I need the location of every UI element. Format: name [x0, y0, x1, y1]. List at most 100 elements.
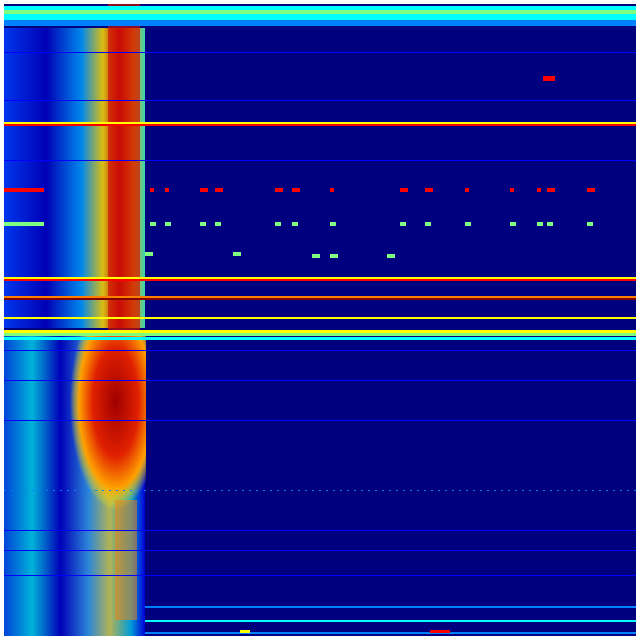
dot [459, 490, 461, 491]
dot [543, 490, 545, 491]
dot [508, 490, 510, 491]
green-dash [537, 222, 543, 226]
dot [221, 490, 223, 491]
faint-line [4, 575, 636, 576]
green-dash [330, 222, 336, 226]
dot [585, 490, 587, 491]
horizontal-stripe [4, 279, 636, 281]
dot [116, 490, 118, 491]
green-dash [215, 222, 221, 226]
dot [193, 490, 195, 491]
dot [25, 490, 27, 491]
dot [494, 490, 496, 491]
dot [158, 490, 160, 491]
dot [11, 490, 13, 491]
bottom-stripe [145, 620, 636, 622]
green-dash [145, 252, 153, 256]
green-dash [330, 254, 338, 258]
green-dash [587, 222, 593, 226]
dot [235, 490, 237, 491]
red-marker [543, 76, 555, 81]
bottom-stripe [145, 606, 636, 608]
red-dash [200, 188, 208, 192]
dot [473, 490, 475, 491]
dot [326, 490, 328, 491]
red-dash [430, 630, 450, 633]
dot [529, 490, 531, 491]
horizontal-stripe [4, 122, 636, 124]
dot [32, 490, 34, 491]
green-dash [4, 222, 44, 226]
faint-line [4, 380, 636, 381]
dot [354, 490, 356, 491]
dot [249, 490, 251, 491]
dot [186, 490, 188, 491]
dot [179, 490, 181, 491]
dot [256, 490, 258, 491]
red-dash [537, 188, 541, 192]
faint-line [4, 160, 636, 161]
dot [501, 490, 503, 491]
dot [536, 490, 538, 491]
horizontal-stripe [4, 277, 636, 279]
dot [368, 490, 370, 491]
dot [438, 490, 440, 491]
dot [46, 490, 48, 491]
red-dash [587, 188, 595, 192]
horizontal-lines [4, 6, 636, 634]
dot [403, 490, 405, 491]
dot [466, 490, 468, 491]
dot [74, 490, 76, 491]
green-dash [292, 222, 298, 226]
green-dash [233, 252, 241, 256]
dot [277, 490, 279, 491]
dot [557, 490, 559, 491]
dot [39, 490, 41, 491]
dot [319, 490, 321, 491]
dot [347, 490, 349, 491]
dot [291, 490, 293, 491]
red-dash [425, 188, 433, 192]
faint-line [4, 530, 636, 531]
horizontal-stripe [4, 333, 636, 336]
stripe-top [4, 6, 636, 10]
dot [263, 490, 265, 491]
horizontal-stripe [4, 330, 636, 333]
dot [305, 490, 307, 491]
dot [172, 490, 174, 491]
dot [606, 490, 608, 491]
green-dash [400, 222, 406, 226]
dot [333, 490, 335, 491]
dot [18, 490, 20, 491]
dot [620, 490, 622, 491]
dot [417, 490, 419, 491]
dot [102, 490, 104, 491]
dot [298, 490, 300, 491]
dot [389, 490, 391, 491]
dot [431, 490, 433, 491]
red-dash [547, 188, 555, 192]
dot [95, 490, 97, 491]
horizontal-stripe [4, 124, 636, 126]
red-dash [215, 188, 223, 192]
dot [480, 490, 482, 491]
red-dash [330, 188, 334, 192]
dot [361, 490, 363, 491]
dot [214, 490, 216, 491]
dot [137, 490, 139, 491]
dot [340, 490, 342, 491]
green-dash [165, 222, 171, 226]
dot [522, 490, 524, 491]
dot [452, 490, 454, 491]
faint-line [4, 550, 636, 551]
dot [109, 490, 111, 491]
dot [200, 490, 202, 491]
faint-line [4, 52, 636, 53]
red-dash [4, 188, 44, 192]
bottom-stripe [145, 632, 636, 634]
dot [515, 490, 517, 491]
yellow-dash [240, 630, 250, 633]
red-column [108, 4, 140, 334]
dot [312, 490, 314, 491]
